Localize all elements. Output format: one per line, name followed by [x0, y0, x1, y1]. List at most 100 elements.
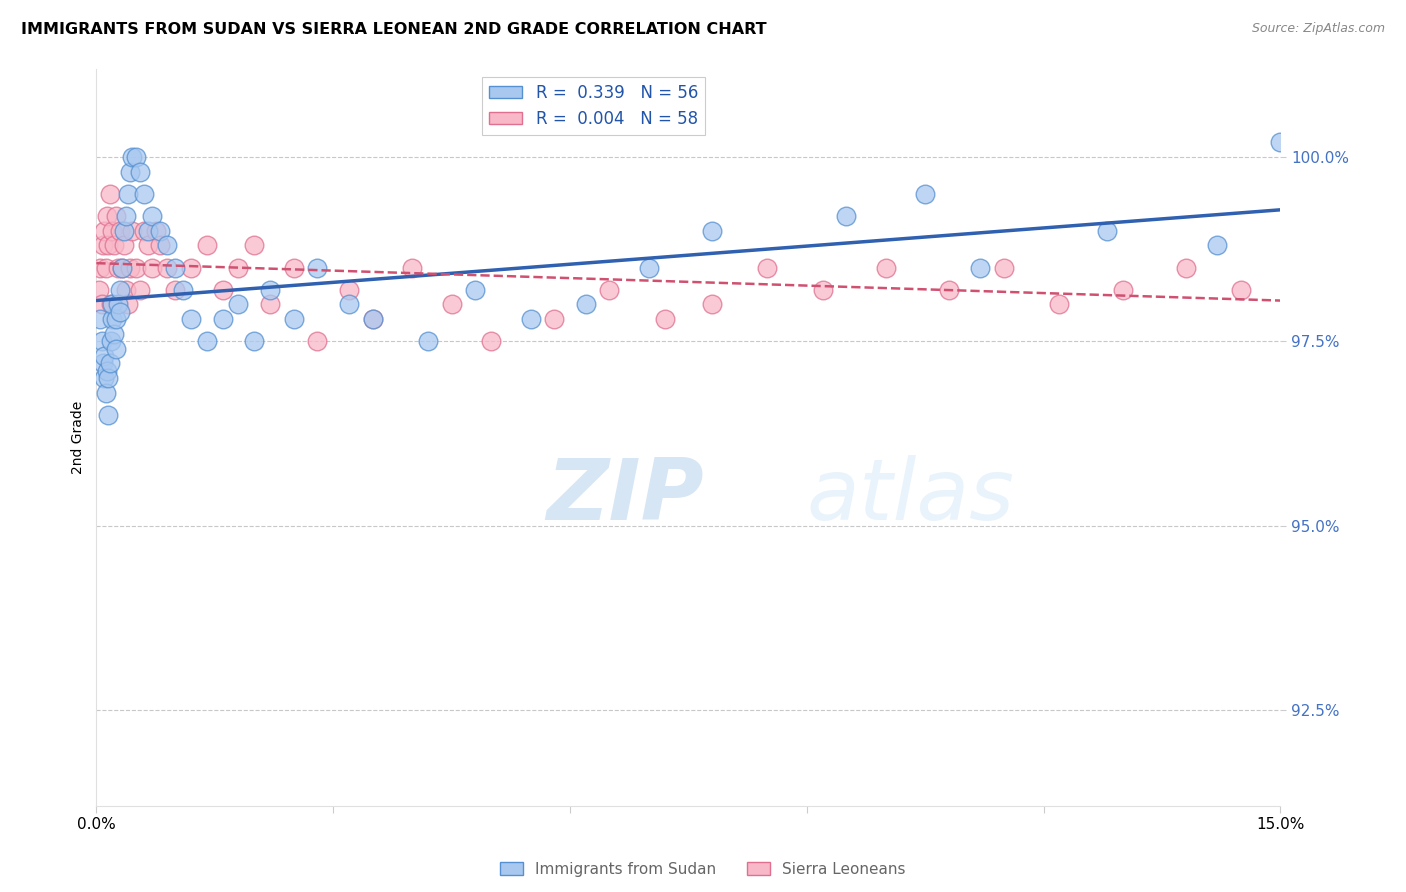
Point — [180, 260, 202, 275]
Point — [259, 297, 281, 311]
Point — [195, 238, 218, 252]
Point — [993, 260, 1015, 275]
Legend: Immigrants from Sudan, Sierra Leoneans: Immigrants from Sudan, Sierra Leoneans — [492, 854, 914, 884]
Point — [1285, 297, 1308, 311]
Point — [1270, 135, 1292, 149]
Point — [101, 224, 124, 238]
Point — [700, 297, 723, 311]
Point — [519, 312, 541, 326]
Point — [195, 334, 218, 349]
Point — [96, 364, 118, 378]
Point — [93, 349, 115, 363]
Point — [117, 186, 139, 201]
Point — [638, 260, 661, 275]
Point — [115, 283, 138, 297]
Point — [105, 209, 128, 223]
Point — [100, 297, 122, 311]
Point — [148, 224, 170, 238]
Point — [112, 238, 135, 252]
Point — [811, 283, 834, 297]
Point — [243, 334, 266, 349]
Point — [91, 238, 114, 252]
Point — [243, 238, 266, 252]
Point — [90, 297, 112, 311]
Point — [98, 356, 121, 370]
Point — [1206, 238, 1229, 252]
Point — [100, 334, 122, 349]
Point — [1047, 297, 1070, 311]
Point — [479, 334, 502, 349]
Point — [598, 283, 620, 297]
Point — [101, 312, 124, 326]
Point — [87, 283, 110, 297]
Point — [654, 312, 676, 326]
Point — [97, 408, 120, 422]
Point — [115, 209, 138, 223]
Point — [307, 334, 329, 349]
Point — [108, 224, 131, 238]
Point — [121, 224, 143, 238]
Point — [361, 312, 384, 326]
Point — [165, 260, 187, 275]
Point — [112, 224, 135, 238]
Text: ZIP: ZIP — [547, 455, 704, 538]
Point — [118, 165, 141, 179]
Point — [94, 260, 117, 275]
Point — [1174, 260, 1197, 275]
Point — [105, 342, 128, 356]
Point — [105, 312, 128, 326]
Point — [91, 356, 114, 370]
Point — [180, 312, 202, 326]
Point — [141, 260, 163, 275]
Point — [1309, 260, 1331, 275]
Point — [464, 283, 486, 297]
Point — [118, 260, 141, 275]
Point — [107, 260, 129, 275]
Point — [337, 297, 360, 311]
Point — [110, 260, 132, 275]
Point — [128, 165, 150, 179]
Point — [875, 260, 897, 275]
Point — [132, 186, 155, 201]
Point — [1230, 283, 1253, 297]
Point — [136, 224, 159, 238]
Point — [110, 260, 132, 275]
Point — [259, 283, 281, 297]
Text: IMMIGRANTS FROM SUDAN VS SIERRA LEONEAN 2ND GRADE CORRELATION CHART: IMMIGRANTS FROM SUDAN VS SIERRA LEONEAN … — [21, 22, 766, 37]
Point — [283, 260, 305, 275]
Point — [97, 238, 120, 252]
Point — [416, 334, 439, 349]
Point — [90, 334, 112, 349]
Point — [125, 150, 148, 164]
Point — [307, 260, 329, 275]
Point — [101, 297, 124, 311]
Point — [125, 260, 148, 275]
Point — [145, 224, 167, 238]
Y-axis label: 2nd Grade: 2nd Grade — [72, 401, 86, 474]
Text: atlas: atlas — [807, 455, 1015, 538]
Point — [1095, 224, 1118, 238]
Point — [156, 238, 179, 252]
Point — [93, 371, 115, 385]
Point — [136, 238, 159, 252]
Point — [172, 283, 194, 297]
Point — [132, 224, 155, 238]
Point — [108, 305, 131, 319]
Point — [121, 150, 143, 164]
Point — [156, 260, 179, 275]
Point — [938, 283, 960, 297]
Point — [440, 297, 463, 311]
Point — [914, 186, 936, 201]
Point — [107, 297, 129, 311]
Point — [89, 312, 111, 326]
Point — [103, 238, 125, 252]
Point — [211, 312, 233, 326]
Point — [141, 209, 163, 223]
Point — [361, 312, 384, 326]
Point — [756, 260, 779, 275]
Legend: R =  0.339   N = 56, R =  0.004   N = 58: R = 0.339 N = 56, R = 0.004 N = 58 — [482, 77, 704, 135]
Point — [98, 186, 121, 201]
Point — [96, 209, 118, 223]
Point — [575, 297, 598, 311]
Point — [1111, 283, 1133, 297]
